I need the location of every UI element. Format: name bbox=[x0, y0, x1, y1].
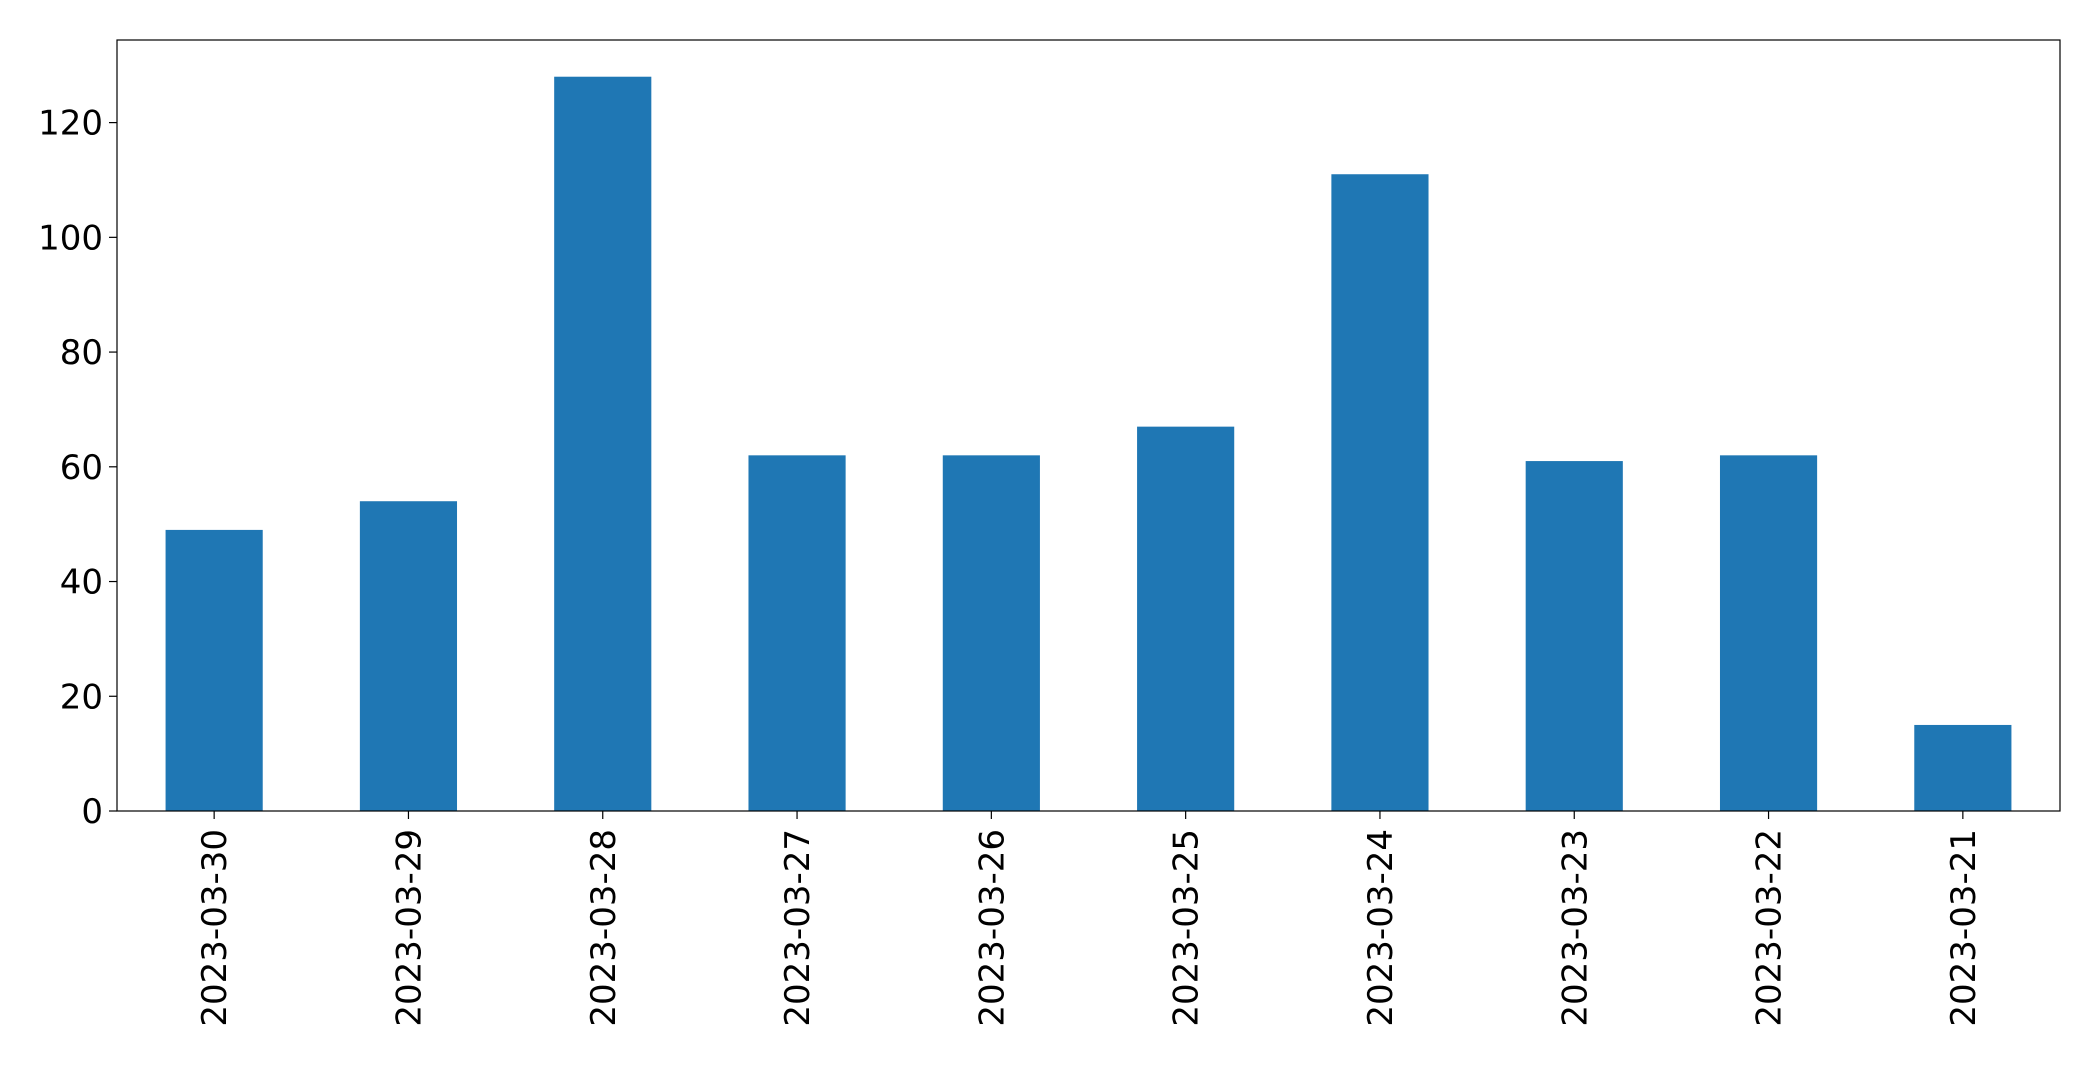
bar-2023-03-22 bbox=[1719, 455, 1818, 811]
bar-2023-03-24 bbox=[1331, 174, 1429, 812]
x-tick-label-2023-03-26: 2023-03-26 bbox=[972, 829, 1012, 1027]
y-tick-label-0: 0 bbox=[81, 792, 103, 832]
bar-2023-03-28 bbox=[554, 76, 652, 811]
x-tick-label-2023-03-21: 2023-03-21 bbox=[1944, 829, 1984, 1027]
plot-area-frame bbox=[116, 39, 2061, 812]
x-tick-label-2023-03-30: 2023-03-30 bbox=[195, 829, 235, 1027]
x-tick-label-2023-03-28: 2023-03-28 bbox=[584, 829, 624, 1027]
x-tick-label-2023-03-22: 2023-03-22 bbox=[1750, 829, 1790, 1027]
bar-2023-03-25 bbox=[1137, 426, 1235, 811]
y-tick-label-40: 40 bbox=[60, 563, 103, 603]
x-tick-label-2023-03-23: 2023-03-23 bbox=[1555, 829, 1595, 1027]
y-axis: 0 20 40 60 80 100 120 bbox=[38, 104, 117, 832]
x-tick-label-2023-03-25: 2023-03-25 bbox=[1167, 829, 1207, 1027]
x-axis: 2023-03-30 2023-03-29 2023-03-28 2023-03-27… bbox=[195, 811, 1984, 1027]
bar-2023-03-23 bbox=[1525, 461, 1623, 811]
bar-2023-03-29 bbox=[359, 501, 458, 811]
bars-layer bbox=[165, 76, 2012, 812]
y-tick-label-80: 80 bbox=[60, 333, 103, 373]
bar-2023-03-27 bbox=[748, 455, 846, 811]
x-tick-label-2023-03-24: 2023-03-24 bbox=[1361, 829, 1401, 1027]
y-tick-label-20: 20 bbox=[60, 677, 103, 717]
y-tick-label-120: 120 bbox=[38, 104, 103, 144]
x-tick-label-2023-03-29: 2023-03-29 bbox=[389, 829, 429, 1027]
bar-2023-03-26 bbox=[942, 455, 1040, 811]
y-tick-label-60: 60 bbox=[60, 448, 103, 488]
y-tick-label-100: 100 bbox=[38, 218, 103, 258]
x-tick-label-2023-03-27: 2023-03-27 bbox=[778, 829, 818, 1027]
bar-2023-03-21 bbox=[1914, 724, 2012, 811]
bar-2023-03-30 bbox=[165, 529, 263, 811]
